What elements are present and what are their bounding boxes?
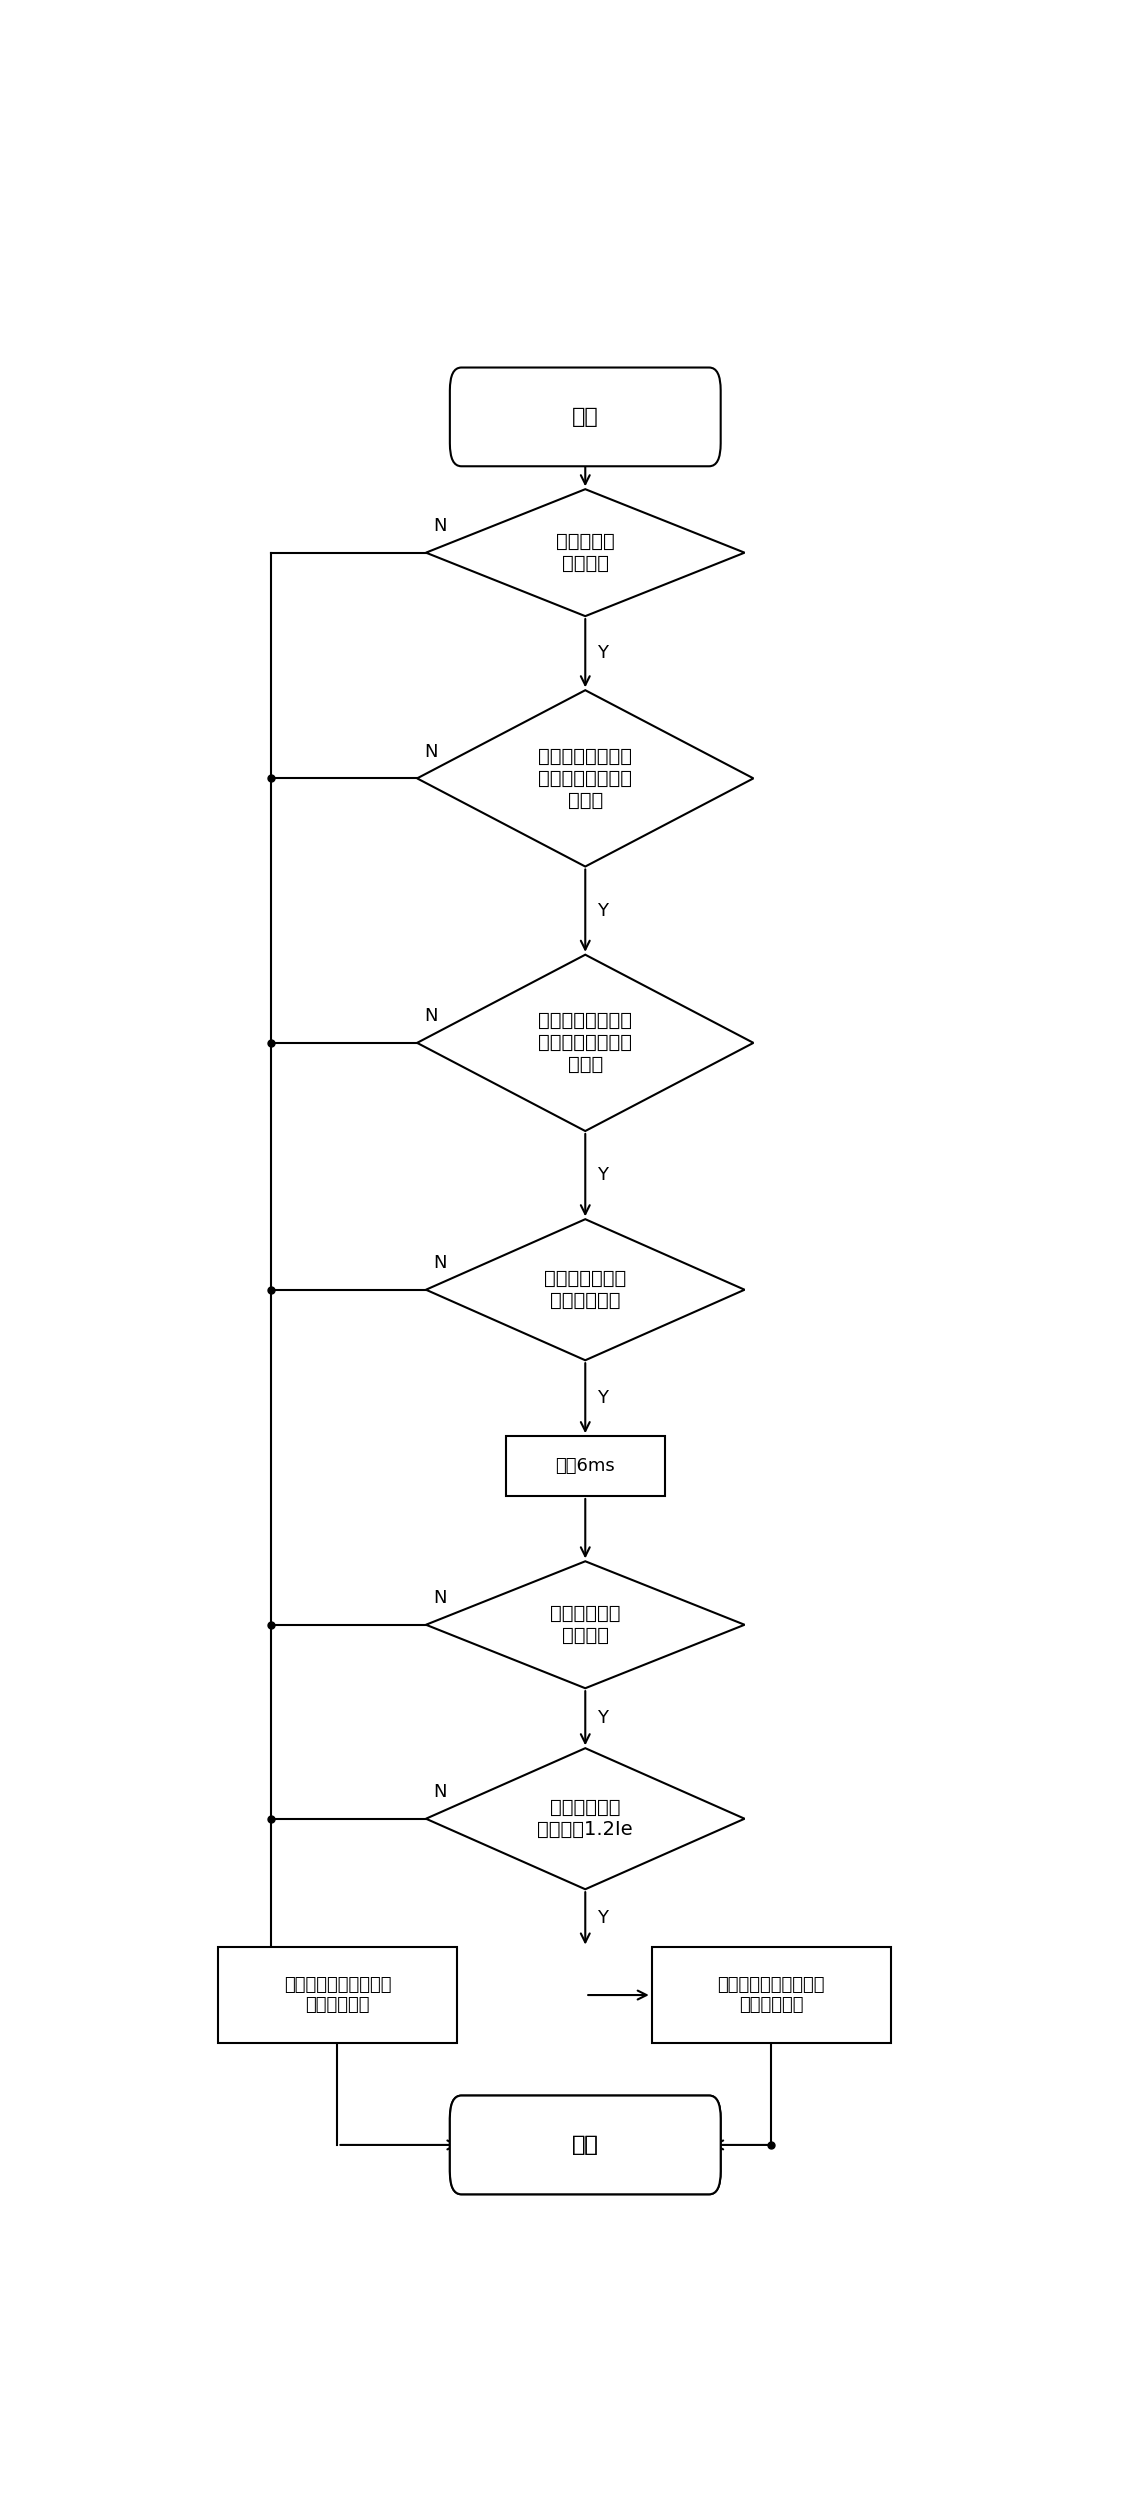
Text: 启动时电抗器首
端无零序电压: 启动时电抗器首 端无零序电压 [544, 1270, 627, 1310]
FancyBboxPatch shape [450, 2096, 721, 2194]
Text: 电流互感器断线告警，
开放差动保护: 电流互感器断线告警， 开放差动保护 [283, 1975, 392, 2015]
Text: 启动后本端有零序
电流且有任一相电
流无流: 启动后本端有零序 电流且有任一相电 流无流 [538, 746, 633, 811]
FancyBboxPatch shape [506, 1436, 665, 1496]
Text: N: N [433, 1589, 447, 1607]
Polygon shape [426, 489, 745, 617]
Text: N: N [433, 516, 447, 534]
Polygon shape [417, 690, 754, 867]
Polygon shape [426, 1562, 745, 1688]
Polygon shape [426, 1219, 745, 1360]
Text: Y: Y [597, 902, 608, 919]
FancyBboxPatch shape [450, 368, 721, 466]
FancyBboxPatch shape [450, 2096, 721, 2194]
FancyBboxPatch shape [652, 1947, 891, 2043]
Text: 启动时另一端无零
序电流且三相电流
都有流: 启动时另一端无零 序电流且三相电流 都有流 [538, 1010, 633, 1076]
Text: N: N [424, 743, 437, 761]
Text: N: N [424, 1008, 437, 1025]
Text: Y: Y [597, 1909, 608, 1927]
Text: 结束: 结束 [572, 2136, 598, 2154]
Polygon shape [417, 955, 754, 1131]
Text: 结束: 结束 [572, 2136, 598, 2154]
Polygon shape [426, 1748, 745, 1889]
Text: N: N [433, 1783, 447, 1801]
Text: Y: Y [597, 645, 608, 662]
Text: 电抗器首端相
电流大于1.2Ie: 电抗器首端相 电流大于1.2Ie [538, 1799, 633, 1839]
Text: 电流互感器
断线启动: 电流互感器 断线启动 [556, 532, 614, 574]
Text: 断线闭锁差动
保护投入: 断线闭锁差动 保护投入 [550, 1605, 620, 1645]
Text: Y: Y [597, 1388, 608, 1408]
Text: N: N [433, 1254, 447, 1272]
Text: 开始: 开始 [572, 408, 598, 426]
Text: 延时6ms: 延时6ms [555, 1456, 616, 1476]
FancyBboxPatch shape [218, 1947, 457, 2043]
Text: 电流互感器断线告警，
闭锁差动保护: 电流互感器断线告警， 闭锁差动保护 [717, 1975, 825, 2015]
Text: Y: Y [597, 1710, 608, 1728]
Text: Y: Y [597, 1166, 608, 1184]
